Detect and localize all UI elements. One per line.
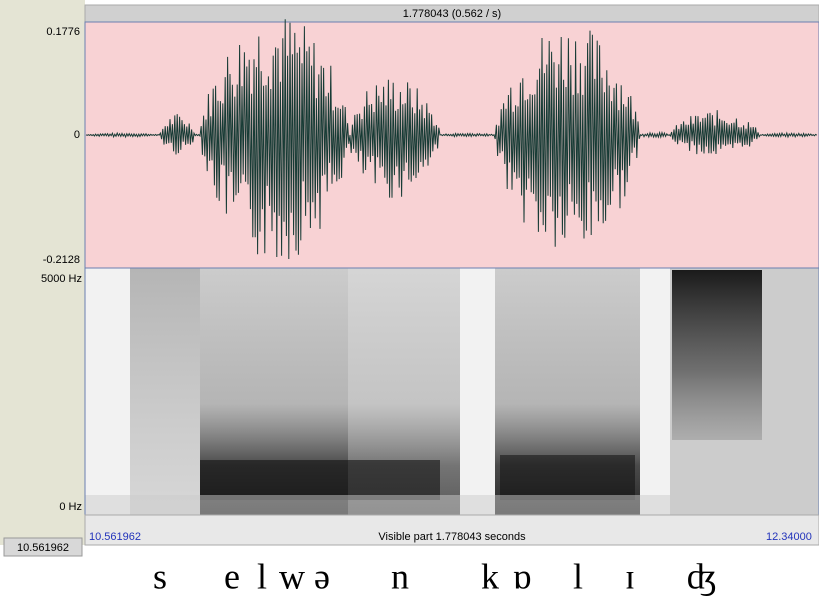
amplitude-zero: 0 xyxy=(74,129,80,141)
spectro-region xyxy=(500,455,635,500)
cursor-time: 10.561962 xyxy=(17,542,69,554)
selection-duration: 1.778043 (0.562 / s) xyxy=(403,8,501,20)
spectro-region xyxy=(85,495,819,515)
phone-label: ɪ xyxy=(625,556,635,596)
freq-min: 0 Hz xyxy=(59,501,82,513)
spectro-region xyxy=(672,270,762,440)
phone-label: ʤ xyxy=(687,556,717,596)
phone-label: w xyxy=(279,556,305,596)
visible-duration: Visible part 1.778043 seconds xyxy=(378,531,526,543)
phone-label: n xyxy=(391,556,409,596)
phone-label: l xyxy=(573,556,583,596)
amplitude-max: 0.1776 xyxy=(46,26,80,38)
amplitude-min: -0.2128 xyxy=(43,254,80,266)
praat-window: 1.778043 (0.562 / s) 0.1776 0 -0.2128 50… xyxy=(0,0,819,604)
phone-label: ɒ xyxy=(513,556,532,596)
end-time: 12.34000 xyxy=(766,531,812,543)
phone-label: k xyxy=(481,556,499,596)
spectrogram xyxy=(85,268,819,515)
phone-label: s xyxy=(153,556,167,596)
phone-label: e xyxy=(224,556,240,596)
start-time: 10.561962 xyxy=(89,531,141,543)
freq-max: 5000 Hz xyxy=(41,273,82,285)
phone-label: ə xyxy=(314,556,330,596)
spectro-region xyxy=(200,460,440,500)
phone-label: l xyxy=(257,556,267,596)
spectro-region xyxy=(130,268,200,515)
